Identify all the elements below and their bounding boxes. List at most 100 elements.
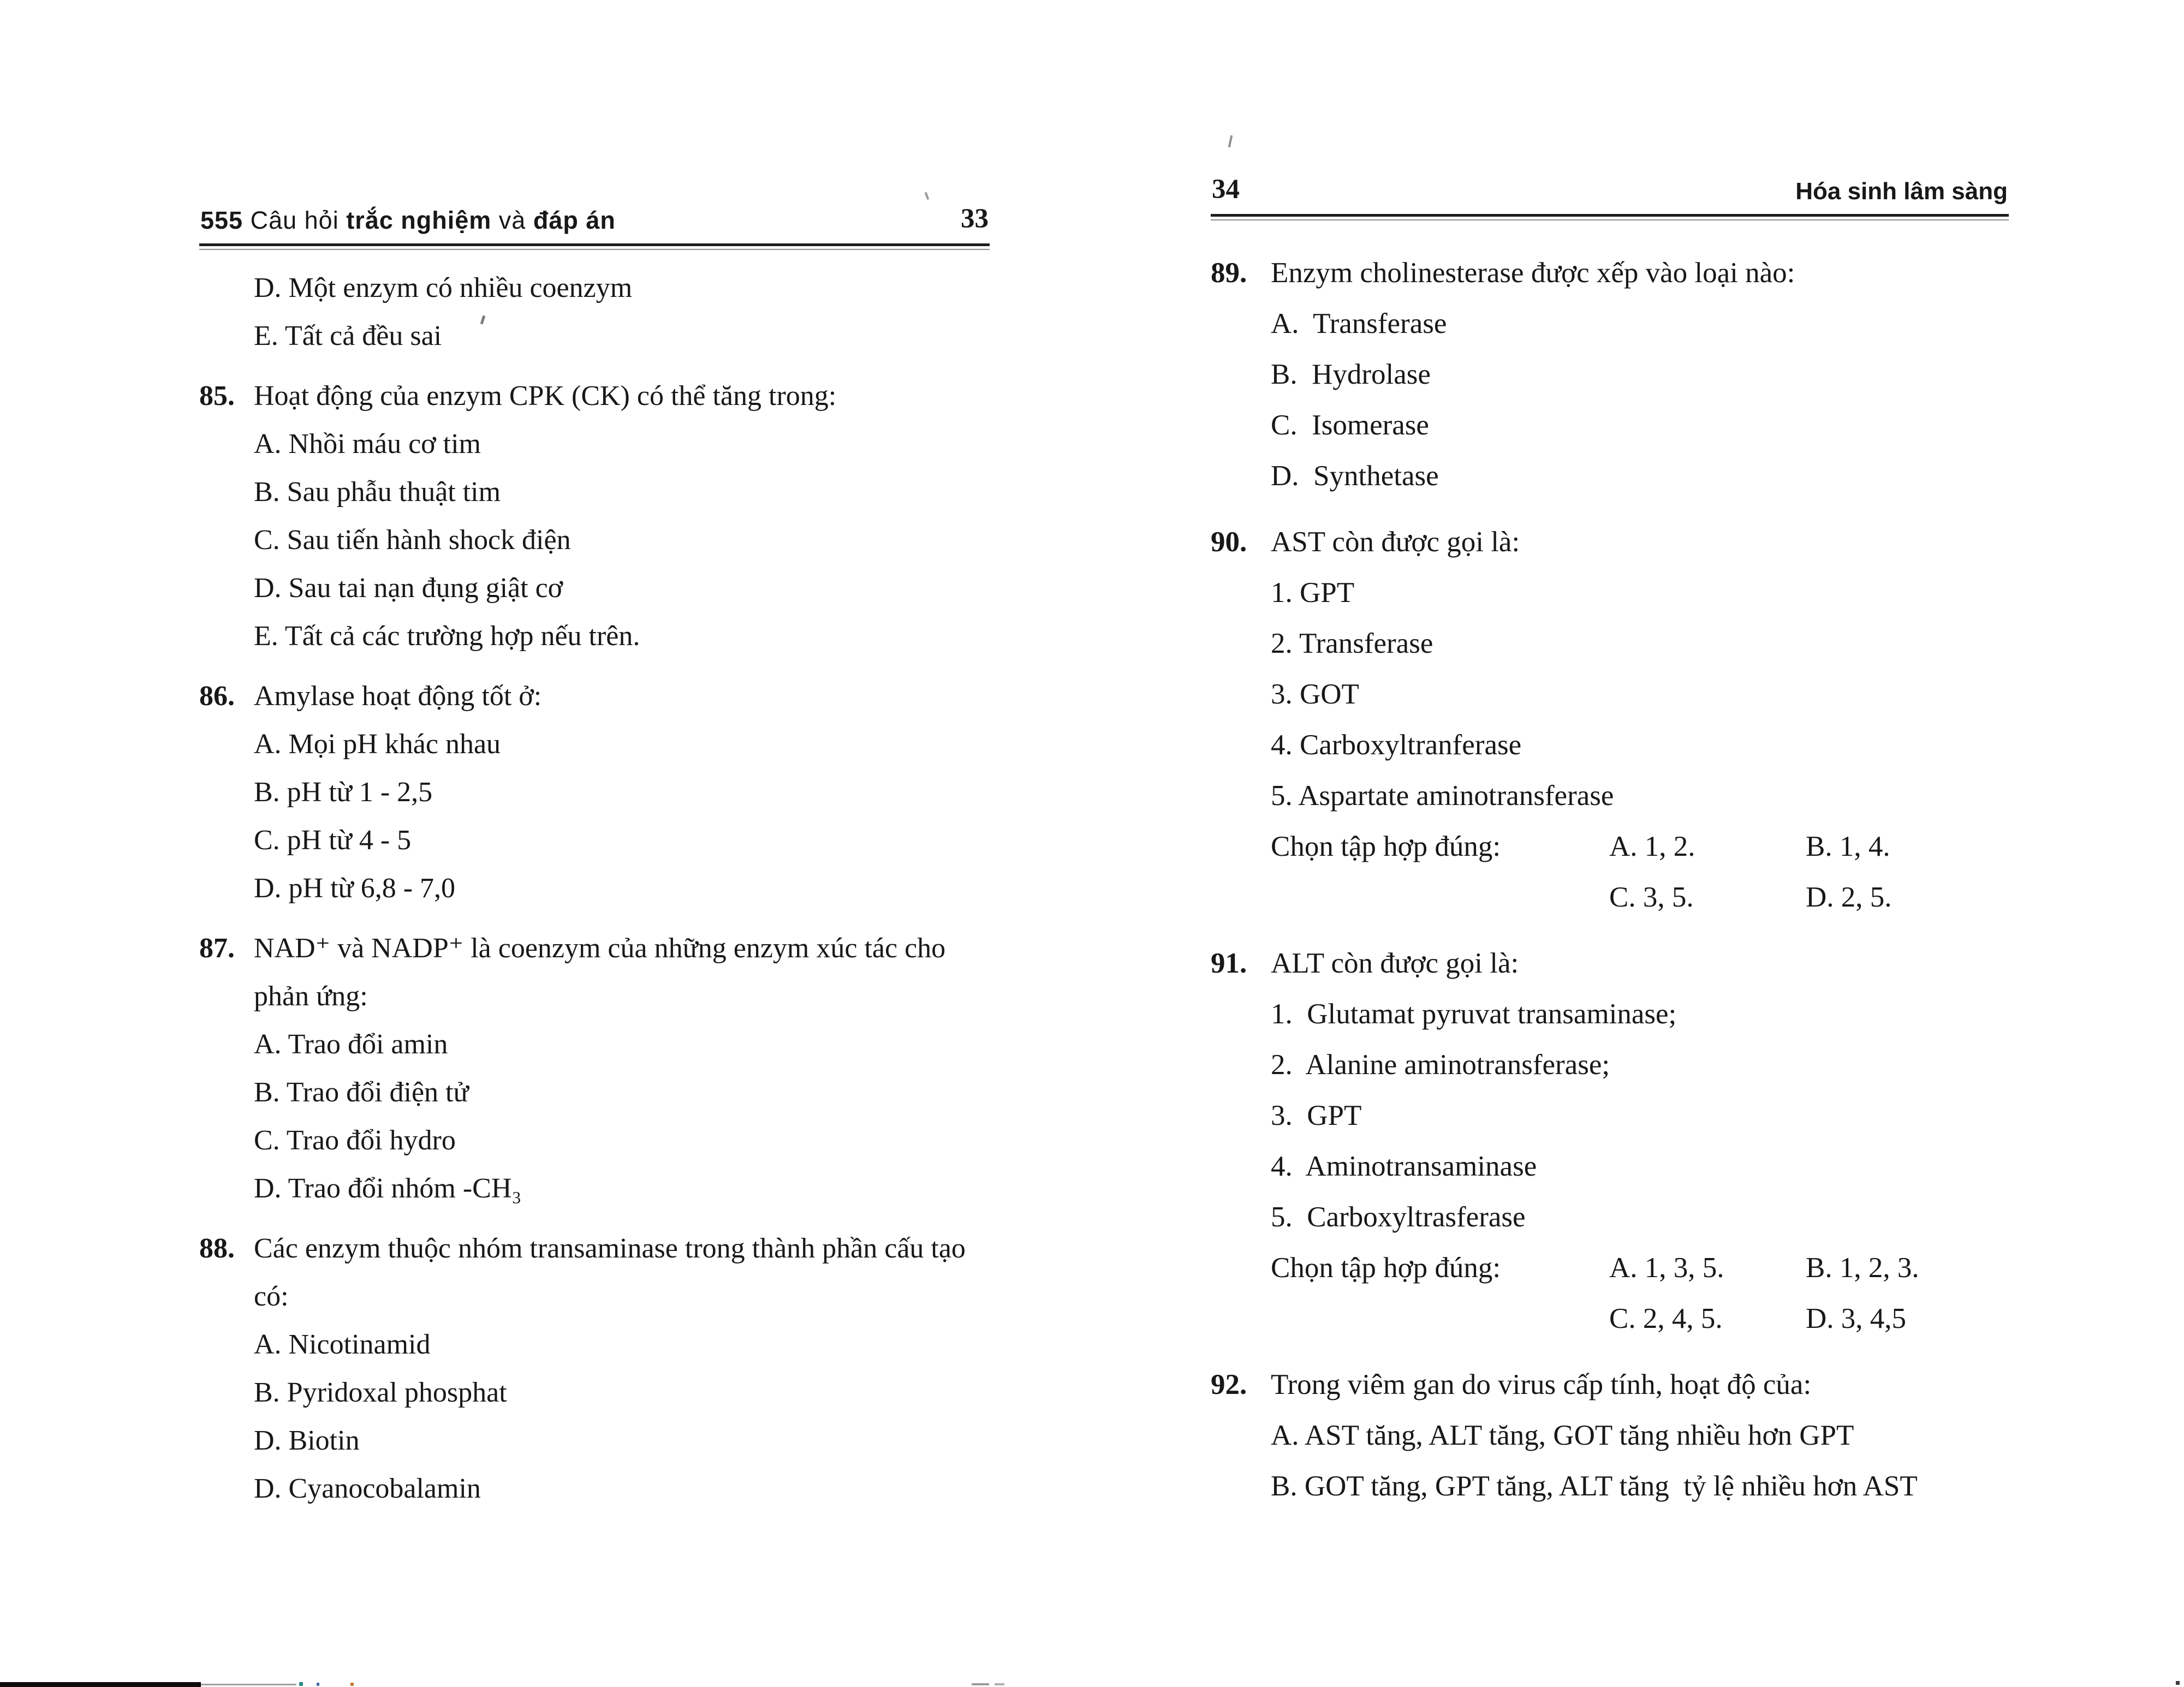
question-number: 87.: [199, 933, 235, 964]
option-line: A. Transferase: [1271, 308, 1447, 339]
choose-answer-row: Chọn tập hợp đúng: A. 1, 3, 5. B. 1, 2, …: [1211, 1243, 2009, 1293]
question-number: 91.: [1211, 947, 1247, 979]
option-line: B. pH từ 1 - 2,5: [254, 777, 433, 808]
page-number-right: 34: [1212, 174, 1240, 205]
question-86: 86. Amylase hoạt động tốt ở:: [199, 672, 990, 720]
option-line: D. Một enzym có nhiều coenzym: [254, 272, 633, 303]
scan-speck: [2176, 1681, 2180, 1685]
question-text: Enzym cholinesterase được xếp vào loại n…: [1271, 257, 1795, 289]
scan-speck: [299, 1682, 303, 1686]
page-number-left: 33: [961, 204, 989, 234]
option-line: A. Nhồi máu cơ tim: [254, 428, 481, 460]
option-line: 1. Glutamat pyruvat transaminase;: [1271, 998, 1677, 1030]
question-text: Hoạt động của enzym CPK (CK) có thể tăng…: [254, 380, 837, 412]
option-line: 4. Carboxyltranferase: [1271, 729, 1522, 761]
question-number: 86.: [199, 681, 235, 712]
scan-speck: [317, 1683, 319, 1686]
chapter-title: Hóa sinh lâm sàng: [1795, 178, 2008, 205]
right-page-content: 89. Enzym cholinesterase được xếp vào lo…: [1211, 248, 2009, 1512]
option-line: C. Trao đổi hydro: [254, 1125, 456, 1156]
option-line: C. Isomerase: [1271, 409, 1429, 441]
question-92: 92. Trong viêm gan do virus cấp tính, ho…: [1211, 1360, 2009, 1410]
book-title: 555 Câu hỏi trắc nghiệm và đáp án: [200, 206, 616, 235]
book-title-part: đáp án: [533, 206, 616, 234]
option-line: A. Mọi pH khác nhau: [254, 729, 501, 760]
scan-speck: [924, 192, 930, 200]
option-line: A. AST tăng, ALT tăng, GOT tăng nhiều hơ…: [1271, 1420, 1854, 1451]
choose-option-b: B. 1, 2, 3.: [1806, 1252, 1919, 1284]
choose-label: Chọn tập hợp đúng:: [1271, 831, 1501, 862]
scan-artifact-bar: [0, 1682, 201, 1687]
book-title-part: trắc nghiệm: [346, 206, 492, 234]
left-page-content: D. Một enzym có nhiều coenzym E. Tất cả …: [199, 264, 990, 1513]
scan-speck: [972, 1683, 989, 1685]
option-line: B. Pyridoxal phosphat: [254, 1377, 507, 1408]
option-line: A. Nicotinamid: [254, 1329, 431, 1360]
book-title-part: Câu hỏi: [243, 206, 347, 234]
option-line: D. Synthetase: [1271, 460, 1439, 492]
scan-speck: [1228, 135, 1233, 148]
option-line: D. pH từ 6,8 - 7,0: [254, 873, 456, 904]
choose-option-d: D. 3, 4,5: [1806, 1303, 1907, 1334]
option-line: B. Hydrolase: [1271, 359, 1431, 390]
choose-label-spacer: [1271, 872, 1609, 923]
scan-speck: [350, 1683, 354, 1686]
header-rule-shadow: [1211, 219, 2009, 220]
scan-artifact-line: [201, 1684, 296, 1685]
question-number: 92.: [1211, 1369, 1247, 1400]
question-text: Các enzym thuộc nhóm transaminase trong …: [254, 1233, 966, 1312]
question-85: 85. Hoạt động của enzym CPK (CK) có thể …: [199, 372, 990, 420]
question-number: 89.: [1211, 257, 1247, 289]
question-91: 91. ALT còn được gọi là:: [1211, 938, 2009, 989]
option-line: 5. Aspartate aminotransferase: [1271, 780, 1614, 812]
question-number: 90.: [1211, 526, 1247, 558]
option-line: B. GOT tăng, GPT tăng, ALT tăng tỷ lệ nh…: [1271, 1470, 1918, 1502]
choose-answer-row: C. 2, 4, 5. D. 3, 4,5: [1211, 1293, 2009, 1344]
option-line: D. Trao đổi nhóm -CH₃: [254, 1173, 522, 1204]
header-rule: [1211, 214, 2009, 217]
question-90: 90. AST còn được gọi là:: [1211, 517, 2009, 568]
question-number: 88.: [199, 1233, 235, 1264]
option-line: B. Sau phẫu thuật tim: [254, 476, 501, 508]
choose-option-c: C. 2, 4, 5.: [1609, 1303, 1723, 1334]
option-line: D. Cyanocobalamin: [254, 1473, 481, 1504]
choose-label: Chọn tập hợp đúng:: [1271, 1252, 1501, 1284]
question-text: AST còn được gọi là:: [1271, 526, 1520, 558]
choose-option-c: C. 3, 5.: [1609, 881, 1694, 913]
right-page-header: 34 Hóa sinh lâm sàng: [1211, 174, 2009, 214]
choose-option-a: A. 1, 3, 5.: [1609, 1252, 1724, 1284]
option-line: 5. Carboxyltrasferase: [1271, 1201, 1526, 1233]
question-text: NAD⁺ và NADP⁺ là coenzym của những enzym…: [254, 933, 946, 1012]
left-page: 555 Câu hỏi trắc nghiệm và đáp án 33 D. …: [199, 203, 990, 1513]
option-line: A. Trao đổi amin: [254, 1029, 448, 1060]
option-line: 2. Transferase: [1271, 628, 1433, 659]
question-87: 87. NAD⁺ và NADP⁺ là coenzym của những e…: [199, 925, 990, 1021]
question-number: 85.: [199, 380, 235, 412]
left-page-header: 555 Câu hỏi trắc nghiệm và đáp án 33: [199, 203, 990, 243]
option-line: C. Sau tiến hành shock điện: [254, 524, 571, 556]
choose-option-b: B. 1, 4.: [1806, 831, 1890, 862]
choose-answer-row: C. 3, 5. D. 2, 5.: [1211, 872, 2009, 923]
option-line: B. Trao đổi điện tử: [254, 1077, 469, 1108]
question-text: ALT còn được gọi là:: [1271, 947, 1519, 979]
header-rule-shadow: [199, 249, 990, 250]
question-89: 89. Enzym cholinesterase được xếp vào lo…: [1211, 248, 2009, 299]
option-line: E. Tất cả đều sai: [254, 320, 442, 351]
option-line: D. Sau tai nạn đụng giật cơ: [254, 573, 563, 604]
book-title-part: 555: [200, 206, 243, 234]
option-line: 3. GPT: [1271, 1100, 1362, 1131]
choose-label-spacer: [1271, 1293, 1609, 1344]
option-line: 2. Alanine aminotransferase;: [1271, 1049, 1610, 1081]
option-line: 4. Aminotransaminase: [1271, 1151, 1537, 1182]
option-line: D. Biotin: [254, 1425, 360, 1456]
option-line: 3. GOT: [1271, 678, 1359, 710]
option-line: 1. GPT: [1271, 577, 1355, 609]
header-rule: [199, 243, 990, 246]
choose-option-d: D. 2, 5.: [1806, 881, 1892, 913]
option-line: C. pH từ 4 - 5: [254, 825, 412, 856]
scan-speck: [995, 1683, 1004, 1685]
option-line: E. Tất cả các trường hợp nếu trên.: [254, 621, 640, 652]
choose-option-a: A. 1, 2.: [1609, 831, 1695, 862]
question-text: Amylase hoạt động tốt ở:: [254, 681, 542, 712]
choose-answer-row: Chọn tập hợp đúng: A. 1, 2. B. 1, 4.: [1211, 821, 2009, 872]
